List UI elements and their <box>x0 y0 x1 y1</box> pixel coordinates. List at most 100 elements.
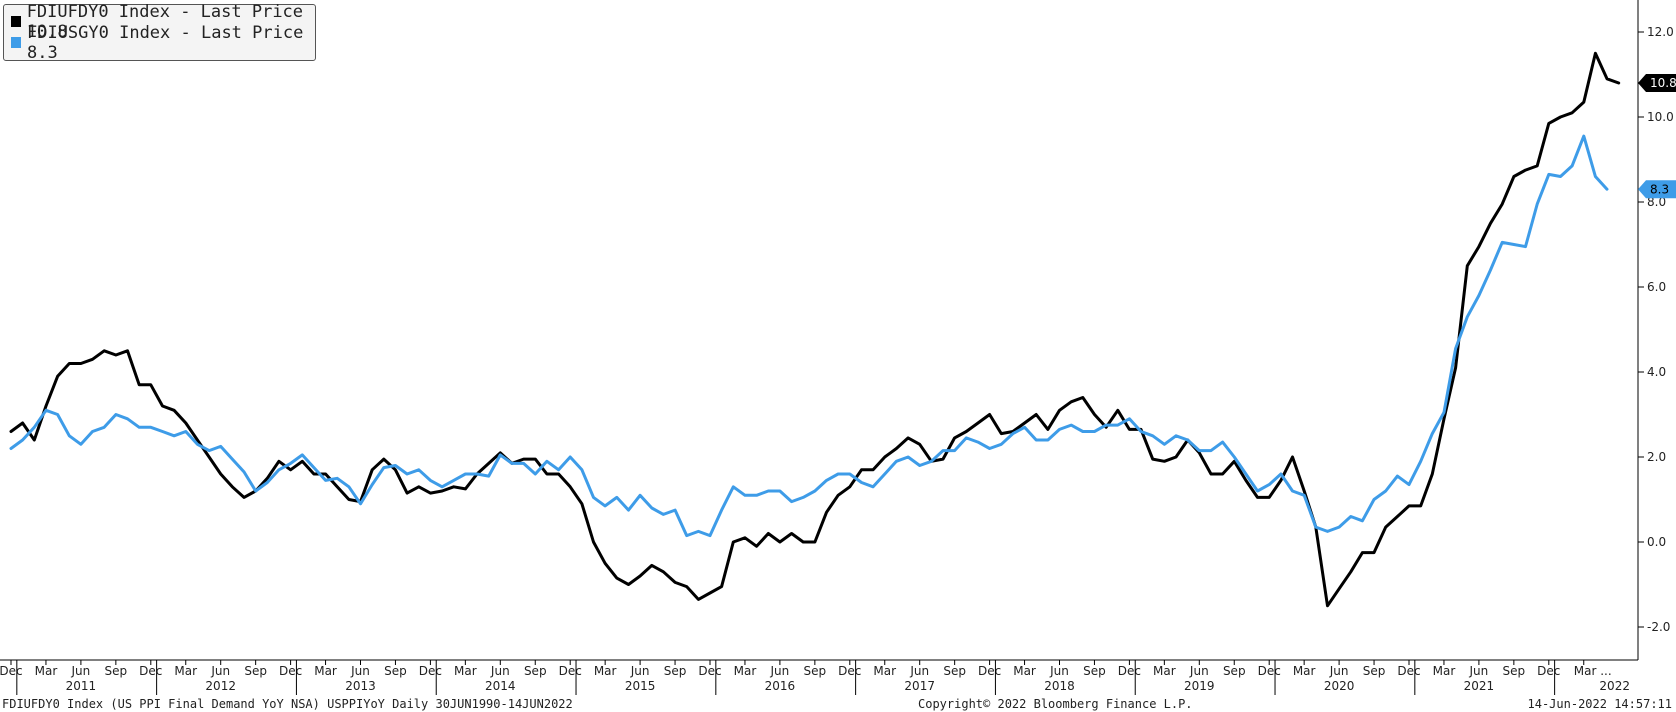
data-point <box>1408 505 1410 507</box>
data-point <box>452 479 455 482</box>
data-point <box>1000 443 1003 446</box>
x-year-label: 2013 <box>345 679 376 693</box>
data-point <box>767 490 770 492</box>
data-point <box>709 592 711 594</box>
data-point <box>348 486 350 488</box>
data-point <box>557 473 560 475</box>
data-point <box>219 473 222 475</box>
last-value-label: 8.3 <box>1650 182 1669 196</box>
x-tick-label: Sep <box>1223 664 1246 678</box>
x-tick-label: Sep <box>1503 664 1526 678</box>
data-point <box>150 384 152 386</box>
data-point <box>1117 409 1119 412</box>
data-point <box>779 490 781 492</box>
data-point <box>1093 413 1096 416</box>
data-point <box>1373 498 1375 501</box>
x-tick-label: Sep <box>943 664 966 678</box>
data-point <box>185 430 187 433</box>
data-point <box>720 509 723 511</box>
data-point <box>732 541 735 543</box>
data-point <box>429 492 432 494</box>
data-point <box>383 458 385 460</box>
data-point <box>837 473 839 475</box>
data-point <box>1583 101 1585 103</box>
y-tick-label: 2.0 <box>1647 450 1666 464</box>
data-point <box>1606 188 1608 190</box>
data-point <box>56 375 59 378</box>
data-point <box>1221 441 1224 443</box>
footer-timestamp: 14-Jun-2022 14:57:11 <box>1527 697 1673 711</box>
data-point <box>231 486 234 488</box>
last-value-tag <box>1638 74 1676 92</box>
data-point <box>418 486 420 488</box>
data-point <box>1245 473 1247 475</box>
data-point <box>685 585 688 588</box>
data-point <box>988 447 991 450</box>
data-point <box>1466 316 1469 318</box>
data-point <box>825 511 828 514</box>
data-point <box>348 498 350 501</box>
data-point <box>511 462 513 465</box>
data-point <box>1524 245 1527 248</box>
data-point <box>1012 432 1014 435</box>
data-point <box>429 479 432 482</box>
data-point <box>709 534 711 537</box>
data-point <box>103 350 105 352</box>
last-value-tag <box>1638 180 1676 199</box>
data-point <box>161 405 164 407</box>
data-point <box>196 439 199 441</box>
data-point <box>115 413 117 416</box>
data-point <box>1478 245 1480 248</box>
data-point <box>1210 473 1212 475</box>
data-point <box>662 513 665 516</box>
data-point <box>1035 439 1037 441</box>
data-point <box>907 456 909 458</box>
data-point <box>651 507 653 509</box>
x-tick-label: Dec <box>559 664 582 678</box>
data-point <box>569 486 571 488</box>
data-point <box>1082 396 1084 399</box>
data-point <box>1151 458 1154 460</box>
data-point <box>45 409 47 412</box>
data-point <box>1559 116 1562 118</box>
data-point <box>21 439 24 441</box>
data-point <box>1350 571 1352 573</box>
data-point <box>1163 443 1166 446</box>
data-point <box>1070 424 1072 426</box>
data-point <box>720 585 723 588</box>
x-tick-label: Dec <box>279 664 302 678</box>
data-point <box>126 350 129 352</box>
data-point <box>581 469 583 471</box>
y-tick-label: 8.0 <box>1647 195 1666 209</box>
data-point <box>499 452 502 454</box>
x-tick-label: Jun <box>490 664 510 678</box>
x-tick-label: Jun <box>770 664 790 678</box>
data-point <box>1058 428 1061 431</box>
data-point <box>849 486 851 488</box>
data-point <box>1350 515 1352 518</box>
data-point <box>1617 82 1620 84</box>
data-point <box>1268 483 1270 486</box>
data-point <box>1384 526 1387 528</box>
data-point <box>569 456 571 458</box>
data-point <box>1326 605 1329 607</box>
data-point <box>1606 78 1608 80</box>
data-point <box>1443 418 1445 420</box>
x-tick-label: Mar <box>314 664 337 678</box>
data-point <box>1280 473 1282 475</box>
data-point <box>1256 496 1259 499</box>
data-point <box>394 464 397 467</box>
data-point <box>1454 347 1457 350</box>
data-point <box>557 469 560 471</box>
x-tick-label: Dec <box>838 664 861 678</box>
data-point <box>1303 490 1305 492</box>
data-point <box>1047 439 1049 441</box>
data-point <box>907 437 909 439</box>
x-tick-label: Mar <box>174 664 197 678</box>
data-point <box>1058 409 1061 412</box>
data-point <box>254 490 257 492</box>
legend-item: FDIUSGY0 Index - Last Price 8.3 <box>11 23 315 63</box>
x-tick-label: Jun <box>630 664 650 678</box>
data-point <box>744 537 746 539</box>
